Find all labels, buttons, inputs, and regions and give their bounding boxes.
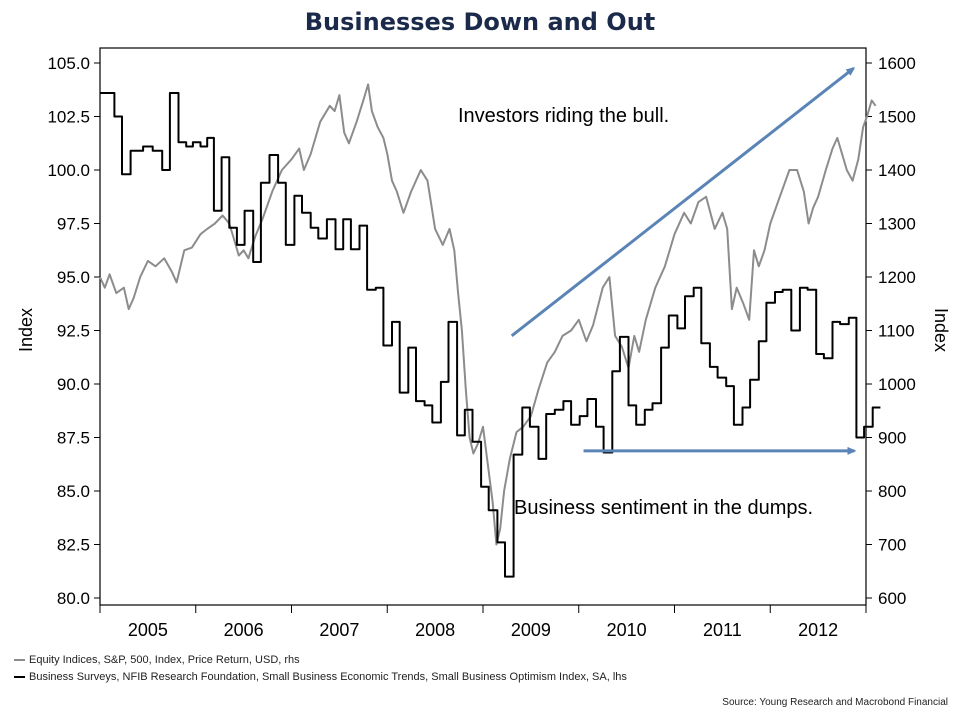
y-left-tick-label: 87.5: [57, 429, 90, 448]
x-tick-label: 2012: [798, 620, 838, 640]
y-left-tick-label: 90.0: [57, 375, 90, 394]
y-left-tick-label: 102.5: [47, 108, 90, 127]
y-left-tick-label: 82.5: [57, 536, 90, 555]
y-right-axis-title: Index: [931, 308, 951, 352]
legend-item-nfib: Business Surveys, NFIB Research Foundati…: [14, 671, 627, 683]
y-right-tick-label: 1500: [878, 108, 916, 127]
x-tick-label: 2010: [607, 620, 647, 640]
y-left-tick-label: 95.0: [57, 268, 90, 287]
y-right-tick-label: 1200: [878, 268, 916, 287]
y-right-tick-label: 1000: [878, 375, 916, 394]
y-right-tick-label: 1300: [878, 215, 916, 234]
x-tick-label: 2011: [703, 620, 742, 640]
legend-label-sp500: Equity Indices, S&P, 500, Index, Price R…: [29, 654, 300, 666]
annotation-text-bull: Investors riding the bull.: [458, 105, 669, 127]
y-right-tick-label: 800: [878, 482, 906, 501]
y-right-tick-label: 600: [878, 589, 906, 608]
x-tick-label: 2008: [415, 620, 455, 640]
x-tick-label: 2005: [128, 620, 168, 640]
annotation-arrow-bull: [510, 67, 856, 338]
y-left-tick-label: 105.0: [47, 54, 90, 73]
legend-swatch-sp500: [14, 659, 25, 662]
series-line-nfib: [100, 92, 881, 578]
y-left-tick-label: 85.0: [57, 482, 90, 501]
y-left-axis-title: Index: [16, 308, 36, 352]
series-line-sp500: [99, 83, 877, 546]
plot-frame: [99, 47, 867, 606]
source-note: Source: Young Research and Macrobond Fin…: [722, 697, 948, 708]
y-left-tick-label: 92.5: [57, 322, 90, 341]
y-left-tick-label: 97.5: [57, 215, 90, 234]
chart-title: Businesses Down and Out: [304, 8, 656, 36]
legend-item-sp500: Equity Indices, S&P, 500, Index, Price R…: [14, 654, 300, 666]
x-tick-label: 2007: [319, 620, 359, 640]
legend-swatch-nfib: [14, 676, 25, 679]
y-left-tick-label: 100.0: [47, 161, 90, 180]
x-tick-label: 2009: [511, 620, 551, 640]
y-right-tick-label: 1600: [878, 54, 916, 73]
x-tick-label: 2006: [224, 620, 264, 640]
y-right-tick-label: 700: [878, 536, 906, 555]
y-right-tick-label: 1100: [878, 322, 915, 341]
y-right-tick-label: 900: [878, 429, 906, 448]
legend-label-nfib: Business Surveys, NFIB Research Foundati…: [29, 671, 627, 683]
annotation-text-dumps: Business sentiment in the dumps.: [514, 497, 813, 519]
y-left-tick-label: 80.0: [57, 589, 90, 608]
y-right-tick-label: 1400: [878, 161, 916, 180]
